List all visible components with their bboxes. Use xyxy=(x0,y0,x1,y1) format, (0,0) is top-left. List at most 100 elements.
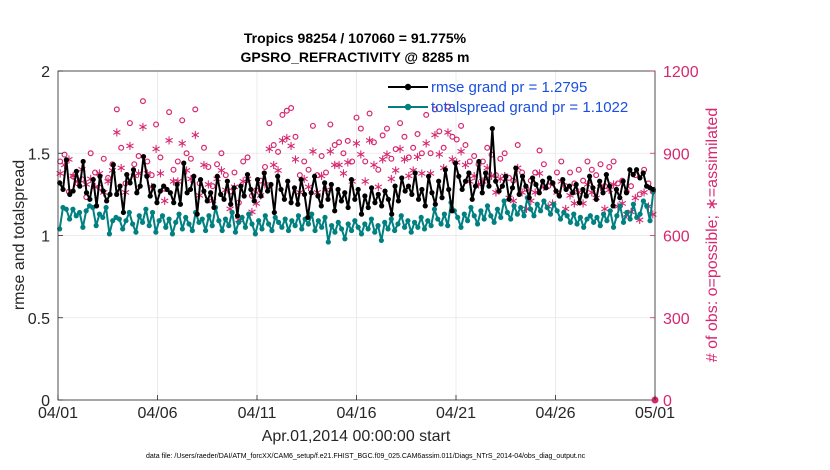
assimilated-obs-point: ∗ xyxy=(299,172,310,187)
rmse-point xyxy=(540,178,546,184)
rmse-point xyxy=(73,168,80,174)
totalspread-point xyxy=(123,218,129,224)
rmse-point xyxy=(60,186,66,193)
rmse-point xyxy=(590,185,596,191)
assimilated-obs-point: ∗ xyxy=(395,142,406,157)
possible-obs-point xyxy=(275,148,282,155)
rmse-point xyxy=(231,185,237,191)
assimilated-obs-point: ∗ xyxy=(434,147,445,162)
possible-obs-point xyxy=(392,146,399,153)
rmse-point xyxy=(154,200,160,206)
rmse-point xyxy=(234,213,241,219)
totalspread-point xyxy=(610,224,617,230)
rmse-point xyxy=(422,203,428,209)
rmse-point xyxy=(87,196,93,202)
totalspread-point xyxy=(282,216,288,222)
possible-obs-point xyxy=(440,144,447,151)
rmse-point xyxy=(379,203,385,209)
assimilated-obs-point: ∗ xyxy=(421,136,432,151)
rmse-point xyxy=(147,193,153,199)
rmse-point xyxy=(486,183,492,189)
assimilated-obs-point: ∗ xyxy=(177,136,188,151)
assimilated-obs-point: ∗ xyxy=(185,172,196,187)
rmse-point xyxy=(117,183,123,189)
rmse-point xyxy=(338,198,345,204)
y2-axis-label: # of obs: o=possible; ∗=assimilated xyxy=(704,108,721,362)
totalspread-point xyxy=(634,214,640,221)
assimilated-obs-point: ∗ xyxy=(103,175,114,190)
rmse-point xyxy=(67,191,73,197)
rmse-point xyxy=(607,183,613,189)
possible-obs-point xyxy=(584,158,591,165)
totalspread-point xyxy=(110,218,116,224)
possible-obs-point xyxy=(170,166,177,173)
totalspread-point xyxy=(518,204,524,211)
rmse-point xyxy=(93,203,100,209)
rmse-point xyxy=(100,188,106,194)
rmse-point xyxy=(315,193,321,199)
totalspread-point xyxy=(259,226,265,232)
rmse-point xyxy=(630,172,636,178)
totalspread-point xyxy=(103,204,109,211)
totalspread-point xyxy=(252,231,258,237)
totalspread-point xyxy=(329,223,335,229)
rmse-point xyxy=(134,190,140,196)
y-tick-label: 1 xyxy=(41,229,50,246)
rmse-point xyxy=(83,190,90,196)
assimilated-obs-point: ∗ xyxy=(416,166,427,181)
possible-obs-point xyxy=(292,133,299,140)
rmse-point xyxy=(214,173,220,179)
y2-tick-label: 600 xyxy=(663,229,690,246)
assimilated-obs-point: ∗ xyxy=(264,142,275,157)
assimilated-obs-point: ∗ xyxy=(355,147,366,162)
totalspread-point xyxy=(352,218,358,224)
totalspread-point xyxy=(455,214,461,221)
assimilated-obs-point: ∗ xyxy=(277,134,288,149)
totalspread-point xyxy=(372,229,378,235)
totalspread-point xyxy=(504,209,511,216)
rmse-point xyxy=(503,173,509,179)
possible-obs-point xyxy=(222,172,229,179)
rmse-point xyxy=(586,173,593,179)
rmse-point xyxy=(506,196,512,202)
possible-obs-point xyxy=(288,105,295,112)
rmse-point xyxy=(429,190,435,196)
y2-tick-label: 0 xyxy=(663,393,672,410)
assimilated-obs-point: ∗ xyxy=(517,186,528,201)
totalspread-point xyxy=(362,221,368,227)
possible-obs-point xyxy=(279,111,286,118)
assimilated-obs-point: ∗ xyxy=(238,175,249,190)
rmse-point xyxy=(204,198,210,204)
assimilated-obs-point: ∗ xyxy=(164,134,175,149)
rmse-point xyxy=(372,200,378,206)
possible-obs-point xyxy=(414,131,421,138)
legend: rmse grand pr = 1.2795 totalspread grand… xyxy=(388,79,628,116)
totalspread-point xyxy=(465,218,471,224)
assimilated-obs-point: ∗ xyxy=(329,158,340,173)
totalspread-point xyxy=(299,226,305,232)
rmse-point xyxy=(268,181,274,188)
totalspread-point xyxy=(153,229,159,235)
rmse-point xyxy=(603,172,609,178)
possible-obs-point xyxy=(458,122,465,129)
rmse-point xyxy=(187,186,194,193)
rmse-point xyxy=(80,158,86,165)
possible-obs-point xyxy=(427,150,434,157)
possible-obs-point xyxy=(606,163,613,170)
rmse-point xyxy=(164,186,170,193)
assimilated-obs-point: ∗ xyxy=(325,145,336,160)
assimilated-obs-point: ∗ xyxy=(199,158,210,173)
assimilated-obs-point: ∗ xyxy=(351,136,362,151)
y-tick-label: 0.5 xyxy=(28,311,50,328)
assimilated-obs-point: ∗ xyxy=(155,166,166,181)
possible-obs-point xyxy=(261,163,268,170)
totalspread-point xyxy=(378,237,384,244)
totalspread-point xyxy=(342,236,348,242)
rmse-point xyxy=(382,188,388,194)
rmse-point xyxy=(70,188,76,194)
totalspread-point xyxy=(209,223,215,229)
totalspread-point xyxy=(398,213,404,219)
totalspread-point xyxy=(557,216,564,222)
assimilated-obs-point: ∗ xyxy=(360,175,371,190)
assimilated-obs-point: ∗ xyxy=(225,202,236,217)
